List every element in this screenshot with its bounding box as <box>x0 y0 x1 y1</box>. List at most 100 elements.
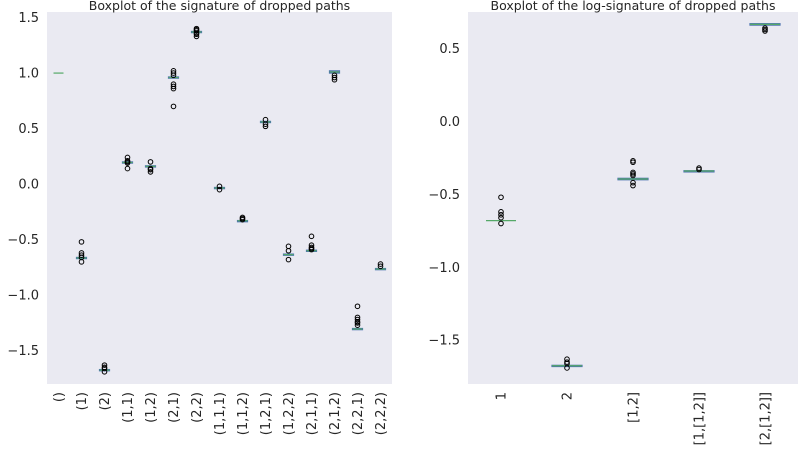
box-(1) <box>75 239 88 265</box>
outlier-point <box>354 303 361 310</box>
outlier-point <box>170 103 177 110</box>
outlier-point <box>331 74 338 81</box>
x-tick-label: [2,[1,2]] <box>759 392 774 445</box>
box-[2,[1,2]] <box>749 23 781 34</box>
x-tick-label: (1,2,1) <box>259 392 274 435</box>
outlier-point <box>170 68 177 74</box>
x-tick-label: [1,[1,2]] <box>693 392 708 445</box>
outlier-point <box>285 256 292 263</box>
outlier-point <box>170 70 177 76</box>
x-tick-label: 2 <box>561 392 576 400</box>
x-tick-label: (2,1) <box>167 392 182 423</box>
y-tick-label: −1.5 <box>7 344 39 359</box>
outlier-point <box>762 25 768 31</box>
y-tick-label: 1.0 <box>18 67 39 82</box>
x-tick-label: () <box>52 392 67 402</box>
y-tick-label: 0.5 <box>18 122 39 137</box>
outlier-point <box>377 261 384 267</box>
outlier-point <box>216 183 223 190</box>
outlier-point <box>498 220 504 227</box>
chart-title: Boxplot of the signature of dropped path… <box>89 0 350 13</box>
outlier-point <box>630 179 636 186</box>
outlier-point <box>696 166 702 173</box>
outlier-point <box>101 362 108 368</box>
x-tick-label: 1 <box>495 392 510 400</box>
chart-title: Boxplot of the log-signature of dropped … <box>491 0 776 13</box>
box-(2,1) <box>167 68 180 110</box>
outlier-point <box>285 247 292 254</box>
outlier-point <box>498 211 504 218</box>
y-tick-label: 0.0 <box>439 115 460 130</box>
outlier-point <box>498 209 504 215</box>
y-tick-label: −1.0 <box>7 289 39 304</box>
outlier-point <box>78 252 85 258</box>
outlier-point <box>193 33 200 40</box>
outlier-point <box>262 123 269 130</box>
box-(2,2) <box>190 25 203 40</box>
x-tick-label: (2,2,1) <box>351 392 366 435</box>
x-tick-label: (2,1,2) <box>328 392 343 435</box>
box-(1,1,1) <box>213 183 226 193</box>
outlier-point <box>354 320 361 326</box>
box-(2) <box>98 362 111 375</box>
box-(1,1) <box>121 154 134 172</box>
outlier-point <box>78 259 85 265</box>
x-tick-label: (1,1,2) <box>236 392 251 435</box>
outlier-point <box>564 365 570 371</box>
x-tick-label: (2,2) <box>190 392 205 423</box>
outlier-point <box>170 81 177 87</box>
outlier-point <box>262 116 269 123</box>
outlier-point <box>124 154 131 161</box>
outlier-point <box>308 246 315 253</box>
y-tick-label: −1.0 <box>428 261 460 276</box>
outlier-point <box>331 72 338 79</box>
outlier-point <box>101 368 108 375</box>
x-tick-label: (1,1,1) <box>213 392 228 435</box>
x-tick-label: (1) <box>75 392 90 410</box>
outlier-point <box>630 172 636 179</box>
box-1 <box>486 194 516 227</box>
y-tick-label: 1.5 <box>18 11 39 26</box>
box-(1,2) <box>144 159 157 175</box>
x-tick-label: (2,2,2) <box>374 392 389 435</box>
box-[1,2] <box>617 158 649 189</box>
outlier-point <box>147 165 154 172</box>
outlier-point <box>239 216 246 223</box>
log-signature-boxplot-panel: Boxplot of the log-signature of dropped … <box>428 0 798 445</box>
outlier-point <box>377 263 384 270</box>
y-tick-label: 0.0 <box>18 178 39 193</box>
outlier-point <box>630 159 636 166</box>
outlier-point <box>193 25 200 32</box>
outlier-point <box>498 194 504 201</box>
outlier-point <box>630 182 636 189</box>
y-tick-label: −1.5 <box>428 334 460 349</box>
box-[1,[1,2]] <box>683 165 715 173</box>
box-(1,1,2) <box>236 214 249 223</box>
outlier-point <box>308 233 315 240</box>
plot-area <box>47 12 392 384</box>
outlier-point <box>354 316 361 323</box>
x-tick-label: (2) <box>98 392 113 410</box>
x-tick-label: [1,2] <box>627 392 642 423</box>
outlier-point <box>101 365 108 372</box>
y-tick-label: −0.5 <box>7 233 39 248</box>
outlier-point <box>147 159 154 165</box>
box-2 <box>551 356 583 371</box>
outlier-point <box>216 186 223 193</box>
outlier-point <box>498 214 504 221</box>
box-(1,2,2) <box>282 243 295 263</box>
box-(2,1,2) <box>328 70 341 83</box>
y-tick-label: −0.5 <box>428 188 460 203</box>
signature-boxplot-panel: Boxplot of the signature of dropped path… <box>7 0 392 435</box>
outlier-point <box>354 322 361 328</box>
x-tick-label: (1,1) <box>121 392 136 423</box>
plot-area <box>468 12 798 384</box>
box-(2,2,2) <box>374 261 387 271</box>
box-(2,2,1) <box>351 303 364 331</box>
outlier-point <box>124 158 131 164</box>
outlier-point <box>78 239 85 245</box>
x-tick-label: (1,2) <box>144 392 159 423</box>
x-tick-label: (1,2,2) <box>282 392 297 435</box>
outlier-point <box>170 83 177 90</box>
